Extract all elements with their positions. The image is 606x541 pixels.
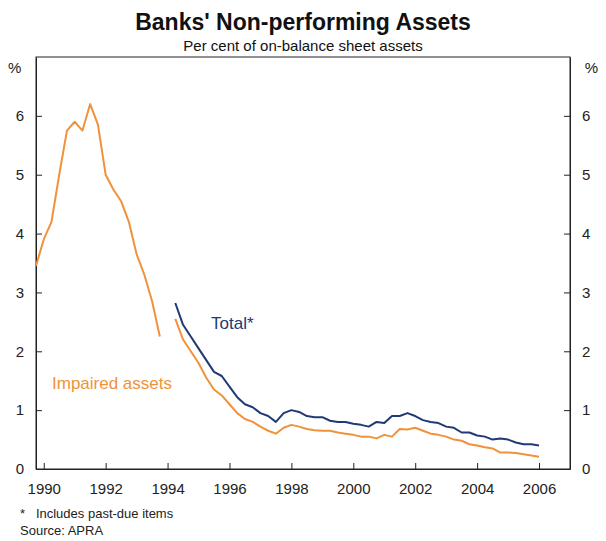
tick-label: 2002 [399,480,432,497]
series-label: Impaired assets [52,374,172,393]
tick-mark [477,463,478,469]
tick-mark [106,463,107,469]
tick: 4 [16,225,42,242]
tick-mark [564,351,570,352]
tick-mark [291,463,292,469]
tick-label: 5 [16,166,24,183]
tick: 6 [564,107,590,124]
tick-mark [564,469,570,470]
tick: 1994 [151,463,184,497]
tick-label: 2004 [461,480,494,497]
chart: Banks' Non-performing Assets Per cent of … [0,0,606,541]
tick: 3 [16,284,42,301]
tick-mark [168,463,169,469]
subtitle: Per cent of on-balance sheet assets [183,37,422,54]
tick-mark [415,463,416,469]
tick: 1990 [28,463,61,497]
tick: 5 [16,166,42,183]
y-axis-right: 0 1 2 3 4 5 6 [564,58,590,478]
source: Source: APRA [20,523,103,538]
tick: 4 [564,225,590,242]
tick-mark [539,463,540,469]
tick-label: 1 [582,401,590,418]
tick: 0 [564,460,590,477]
line-series [36,104,539,457]
tick-label: 1 [16,401,24,418]
tick-mark [564,410,570,411]
tick-mark [564,292,570,293]
tick-label: 6 [16,107,24,124]
tick-label: 1998 [275,480,308,497]
footnote: * Includes past-due items [20,506,174,521]
plot-area [36,104,539,457]
tick: 2 [564,343,590,360]
y-unit-label: % [8,59,21,76]
y-axis-left: 0 1 2 3 4 5 6 [16,58,42,478]
plot-frame [36,57,570,469]
tick-label: 3 [16,284,24,301]
series-label: Total* [211,314,254,333]
tick: 2006 [523,463,556,497]
tick: 2 [16,343,42,360]
tick-mark [564,175,570,176]
tick-label: 4 [16,225,24,242]
line-series [175,303,539,445]
tick-mark [36,116,42,117]
tick: 2002 [399,463,432,497]
tick-mark [564,234,570,235]
tick-label: 2 [582,343,590,360]
y-unit-label: % [585,59,598,76]
tick-label: 0 [582,460,590,477]
tick-mark [36,234,42,235]
x-axis: 1990 1992 1994 1996 1998 2000 2002 2004 2006 [28,463,571,497]
tick-mark [564,116,570,117]
tick-mark [36,175,42,176]
tick: 1 [16,401,42,418]
tick: 1 [564,401,590,418]
tick-mark [36,469,42,470]
tick-mark [36,351,42,352]
tick: 2004 [461,463,494,497]
tick-label: 3 [582,284,590,301]
tick-mark [36,410,42,411]
axis-line [570,58,571,470]
tick-label: 1990 [28,480,61,497]
tick-mark [44,463,45,469]
title: Banks' Non-performing Assets [135,9,471,35]
tick-label: 2006 [523,480,556,497]
tick-label: 1992 [89,480,122,497]
tick-label: 1996 [213,480,246,497]
tick: 1998 [275,463,308,497]
tick-label: 0 [16,460,24,477]
tick-mark [353,463,354,469]
tick-label: 5 [582,166,590,183]
tick: 5 [564,166,590,183]
tick-label: 2 [16,343,24,360]
tick-label: 2000 [337,480,370,497]
tick-mark [36,292,42,293]
tick-mark [229,463,230,469]
tick-label: 1994 [151,480,184,497]
axis-line [37,469,571,470]
tick: 0 [16,460,42,477]
tick: 1996 [213,463,246,497]
tick: 1992 [89,463,122,497]
tick: 6 [16,107,42,124]
tick: 2000 [337,463,370,497]
tick-label: 6 [582,107,590,124]
tick: 3 [564,284,590,301]
tick-label: 4 [582,225,590,242]
